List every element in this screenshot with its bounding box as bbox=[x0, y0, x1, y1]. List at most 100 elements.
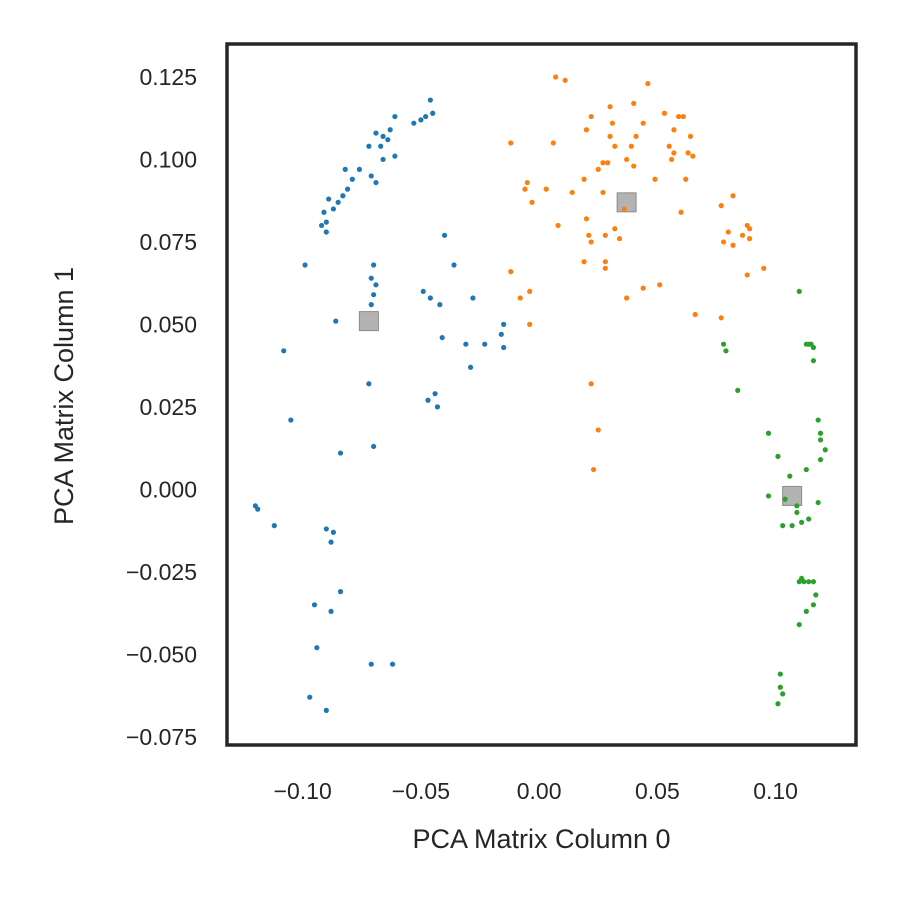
scatter-point-s2-34 bbox=[683, 176, 689, 182]
points-layer bbox=[252, 74, 828, 713]
scatter-point-s2-67 bbox=[517, 295, 523, 301]
scatter-point-s2-59 bbox=[602, 259, 608, 265]
scatter-point-s1-70 bbox=[323, 707, 329, 713]
scatter-point-s1-64 bbox=[311, 602, 318, 608]
y-axis-ticks: −0.075 −0.050 −0.025 0.000 0.025 0.050 0.075 0.… bbox=[126, 64, 197, 750]
scatter-point-s2-33 bbox=[524, 179, 530, 186]
scatter-point-s3-25 bbox=[789, 523, 795, 529]
scatter-point-s1-56 bbox=[337, 450, 344, 456]
x-tick-label: −0.10 bbox=[274, 778, 332, 804]
scatter-point-s1-26 bbox=[318, 222, 325, 229]
scatter-point-s2-6 bbox=[661, 110, 668, 116]
scatter-point-s1-49 bbox=[281, 348, 287, 354]
scatter-point-s1-47 bbox=[467, 364, 474, 370]
scatter-point-s2-2 bbox=[562, 77, 568, 83]
scatter-point-s2-30 bbox=[595, 166, 601, 172]
scatter-point-s1-4 bbox=[418, 117, 424, 123]
y-tick-label: 0.125 bbox=[139, 64, 197, 90]
scatter-point-s1-8 bbox=[385, 137, 391, 143]
y-tick-label: 0.000 bbox=[139, 476, 197, 502]
scatter-point-s3-6 bbox=[720, 341, 727, 347]
scatter-point-s3-9 bbox=[735, 387, 741, 393]
scatter-point-s2-45 bbox=[555, 222, 561, 229]
scatter-point-s2-70 bbox=[718, 315, 724, 321]
scatter-point-s1-16 bbox=[356, 166, 363, 172]
x-axis-label: PCA Matrix Column 0 bbox=[412, 824, 670, 854]
scatter-point-s1-21 bbox=[335, 199, 341, 205]
scatter-point-s3-34 bbox=[810, 602, 817, 608]
scatter-point-s2-12 bbox=[583, 127, 590, 133]
scatter-point-s2-28 bbox=[600, 160, 606, 166]
scatter-point-s2-69 bbox=[692, 311, 698, 318]
scatter-point-s3-10 bbox=[815, 417, 821, 423]
scatter-point-s2-22 bbox=[671, 150, 677, 156]
scatter-point-s1-30 bbox=[441, 232, 448, 238]
scatter-point-s2-8 bbox=[680, 113, 686, 120]
scatter-point-s1-50 bbox=[366, 381, 372, 387]
scatter-point-s1-5 bbox=[411, 120, 417, 126]
scatter-point-s3-26 bbox=[780, 523, 786, 529]
scatter-point-s2-51 bbox=[602, 232, 608, 238]
scatter-point-s1-68 bbox=[389, 661, 396, 667]
centroid-marker-2 bbox=[616, 192, 637, 213]
scatter-point-s2-57 bbox=[730, 242, 736, 248]
scatter-point-s2-31 bbox=[581, 176, 587, 182]
scatter-point-s1-45 bbox=[482, 341, 488, 347]
scatter-point-s3-20 bbox=[782, 496, 788, 502]
scatter-point-s1-27 bbox=[323, 229, 329, 235]
scatter-point-s2-35 bbox=[522, 186, 528, 192]
scatter-point-s2-74 bbox=[590, 466, 597, 473]
scatter-point-s1-9 bbox=[373, 130, 379, 136]
scatter-point-s2-72 bbox=[588, 381, 594, 387]
scatter-point-s1-18 bbox=[349, 176, 355, 182]
scatter-point-s1-33 bbox=[373, 282, 379, 288]
scatter-point-s3-30 bbox=[806, 579, 812, 585]
scatter-point-s1-35 bbox=[368, 302, 374, 308]
scatter-point-s2-9 bbox=[588, 113, 594, 120]
scatter-point-s2-11 bbox=[640, 120, 646, 126]
scatter-point-s2-32 bbox=[652, 176, 658, 182]
scatter-point-s2-55 bbox=[746, 236, 753, 242]
scatter-point-s3-29 bbox=[796, 579, 802, 585]
y-tick-label: 0.025 bbox=[139, 394, 197, 420]
scatter-point-s1-2 bbox=[430, 110, 436, 116]
scatter-point-s3-13 bbox=[817, 437, 824, 443]
scatter-point-s1-63 bbox=[337, 589, 344, 595]
scatter-point-s1-43 bbox=[498, 331, 504, 337]
scatter-point-s1-15 bbox=[368, 173, 374, 179]
scatter-point-s2-63 bbox=[508, 269, 514, 275]
scatter-point-s3-1 bbox=[796, 288, 802, 295]
y-tick-label: 0.075 bbox=[139, 229, 197, 255]
y-tick-label: 0.050 bbox=[139, 311, 197, 337]
scatter-point-s1-7 bbox=[387, 127, 393, 133]
scatter-point-s2-53 bbox=[616, 236, 623, 242]
scatter-point-s2-56 bbox=[720, 239, 727, 245]
scatter-point-s2-64 bbox=[640, 285, 646, 291]
scatter-point-s1-14 bbox=[380, 156, 386, 163]
scatter-point-s2-14 bbox=[607, 133, 613, 139]
scatter-point-s2-44 bbox=[678, 209, 684, 215]
scatter-point-s2-24 bbox=[690, 153, 696, 159]
scatter-point-s1-37 bbox=[420, 288, 426, 295]
scatter-point-s1-39 bbox=[437, 302, 443, 308]
scatter-point-s2-46 bbox=[612, 226, 618, 232]
scatter-point-s1-65 bbox=[328, 608, 334, 614]
scatter-point-s2-27 bbox=[624, 156, 630, 163]
y-tick-label: −0.025 bbox=[126, 559, 197, 585]
scatter-point-s2-43 bbox=[583, 216, 590, 222]
scatter-point-s1-23 bbox=[326, 196, 332, 202]
scatter-point-s3-35 bbox=[803, 608, 809, 614]
scatter-point-s1-34 bbox=[371, 292, 377, 298]
scatter-point-s2-23 bbox=[685, 150, 691, 156]
scatter-point-s2-15 bbox=[633, 133, 639, 139]
scatter-point-s1-24 bbox=[321, 209, 327, 215]
y-axis-label: PCA Matrix Column 1 bbox=[49, 267, 79, 525]
scatter-point-s2-68 bbox=[624, 295, 630, 301]
scatter-point-s1-11 bbox=[378, 143, 384, 149]
x-tick-label: 0.10 bbox=[753, 778, 798, 804]
scatter-point-s1-59 bbox=[271, 523, 277, 529]
scatter-point-s2-38 bbox=[600, 189, 606, 196]
scatter-point-s3-38 bbox=[777, 684, 783, 690]
